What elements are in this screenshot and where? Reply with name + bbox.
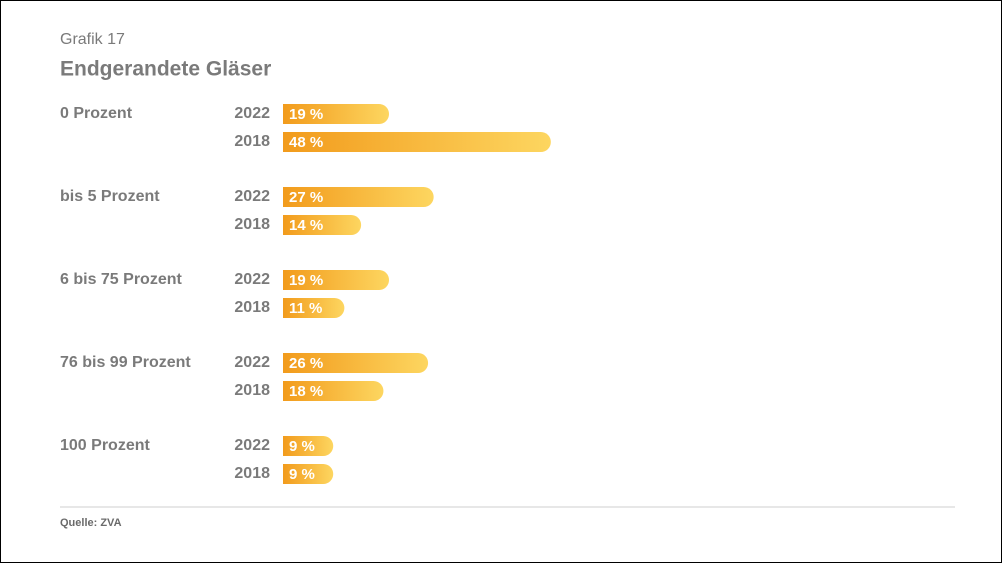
series-label: 2018: [234, 299, 270, 316]
value-label: 9 %: [289, 466, 315, 483]
series-label: 2022: [234, 188, 270, 205]
value-label: 19 %: [289, 272, 323, 289]
bar: [283, 353, 429, 373]
chart-title: Endgerandete Gläser: [60, 58, 271, 81]
series-label: 2022: [234, 271, 270, 288]
bar: [283, 215, 362, 235]
value-label: 14 %: [289, 217, 323, 234]
series-label: 2018: [234, 465, 270, 482]
series-label: 2018: [234, 133, 270, 150]
value-label: 19 %: [289, 106, 323, 123]
bar: [283, 187, 434, 207]
series-label: 2022: [234, 437, 270, 454]
bar: [283, 464, 334, 484]
category-label: 100 Prozent: [60, 437, 150, 454]
bar: [283, 270, 390, 290]
series-label: 2018: [234, 216, 270, 233]
source: Quelle: ZVA: [60, 517, 122, 529]
bar: [283, 381, 384, 401]
category-label: 76 bis 99 Prozent: [60, 354, 191, 371]
bar: [283, 132, 551, 152]
category-label: 6 bis 75 Prozent: [60, 271, 182, 288]
bar: [283, 104, 390, 124]
bar: [283, 436, 334, 456]
value-label: 18 %: [289, 383, 323, 400]
value-label: 48 %: [289, 134, 323, 151]
value-label: 9 %: [289, 438, 315, 455]
series-label: 2018: [234, 382, 270, 399]
category-label: bis 5 Prozent: [60, 188, 160, 205]
value-label: 26 %: [289, 355, 323, 372]
category-label: 0 Prozent: [60, 105, 133, 122]
value-label: 11 %: [289, 300, 322, 317]
bar: [283, 298, 345, 318]
value-label: 27 %: [289, 189, 323, 206]
series-label: 2022: [234, 354, 270, 371]
subtitle: Grafik 17: [60, 31, 125, 48]
series-label: 2022: [234, 105, 270, 122]
